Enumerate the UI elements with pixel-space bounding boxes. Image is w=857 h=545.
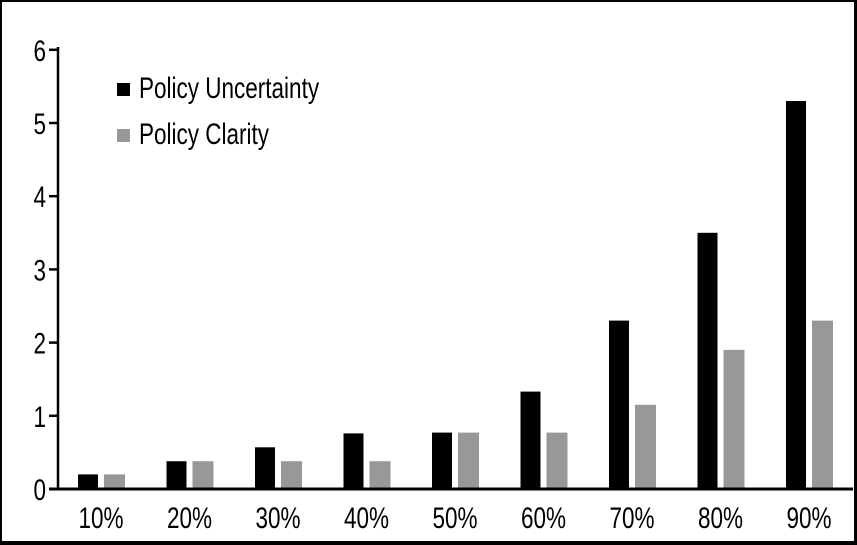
x-axis-label: 80% [698, 501, 743, 535]
frame-border [854, 0, 857, 545]
y-tick-label: 5 [33, 107, 46, 141]
bar-policy-uncertainty-30% [255, 447, 275, 489]
bar-policy-uncertainty-20% [166, 461, 187, 489]
x-axis-label: 30% [255, 501, 300, 535]
bar-policy-clarity-90% [812, 320, 833, 489]
y-tick-label: 6 [33, 34, 46, 68]
bar-policy-clarity-80% [723, 349, 745, 489]
frame-border [0, 0, 2, 545]
legend-item-policy-clarity: Policy Clarity [117, 112, 379, 158]
legend-label-policy-uncertainty: Policy Uncertainty [139, 72, 320, 105]
x-axis-label: 60% [521, 501, 566, 535]
bar-policy-uncertainty-40% [343, 433, 364, 489]
bar-policy-clarity-70% [635, 404, 656, 489]
bar-policy-clarity-30% [281, 461, 302, 489]
y-tick-label: 0 [33, 473, 46, 507]
bar-policy-uncertainty-50% [432, 432, 452, 489]
bar-policy-clarity-10% [104, 474, 125, 489]
bar-policy-clarity-40% [369, 461, 391, 489]
bar-policy-uncertainty-60% [520, 391, 541, 489]
bar-policy-uncertainty-70% [609, 320, 629, 489]
legend-label-policy-clarity: Policy Clarity [139, 118, 270, 151]
x-axis-label: 10% [78, 501, 123, 535]
legend-item-policy-uncertainty: Policy Uncertainty [117, 66, 379, 112]
frame-border [0, 541, 857, 545]
x-axis-label: 50% [432, 501, 477, 535]
frame-border [0, 0, 857, 2]
x-axis-label: 90% [786, 501, 831, 535]
bar-policy-clarity-60% [546, 432, 568, 489]
bar-policy-clarity-20% [192, 461, 214, 489]
y-tick-label: 2 [33, 326, 46, 360]
bar-policy-uncertainty-80% [697, 232, 718, 490]
y-tick-label: 1 [33, 400, 46, 434]
legend-swatch-policy-clarity-icon [117, 128, 130, 142]
y-tick-label: 3 [33, 253, 46, 287]
x-axis-label: 40% [344, 501, 389, 535]
y-tick-label: 4 [33, 180, 46, 214]
x-axis-label: 20% [167, 501, 212, 535]
x-axis-label: 70% [609, 501, 654, 535]
legend-swatch-policy-uncertainty-icon [117, 82, 130, 96]
bar-policy-uncertainty-90% [786, 101, 806, 489]
chart-legend: Policy Uncertainty Policy Clarity [117, 66, 379, 158]
bar-policy-uncertainty-10% [78, 474, 98, 489]
bar-policy-clarity-50% [458, 432, 479, 489]
